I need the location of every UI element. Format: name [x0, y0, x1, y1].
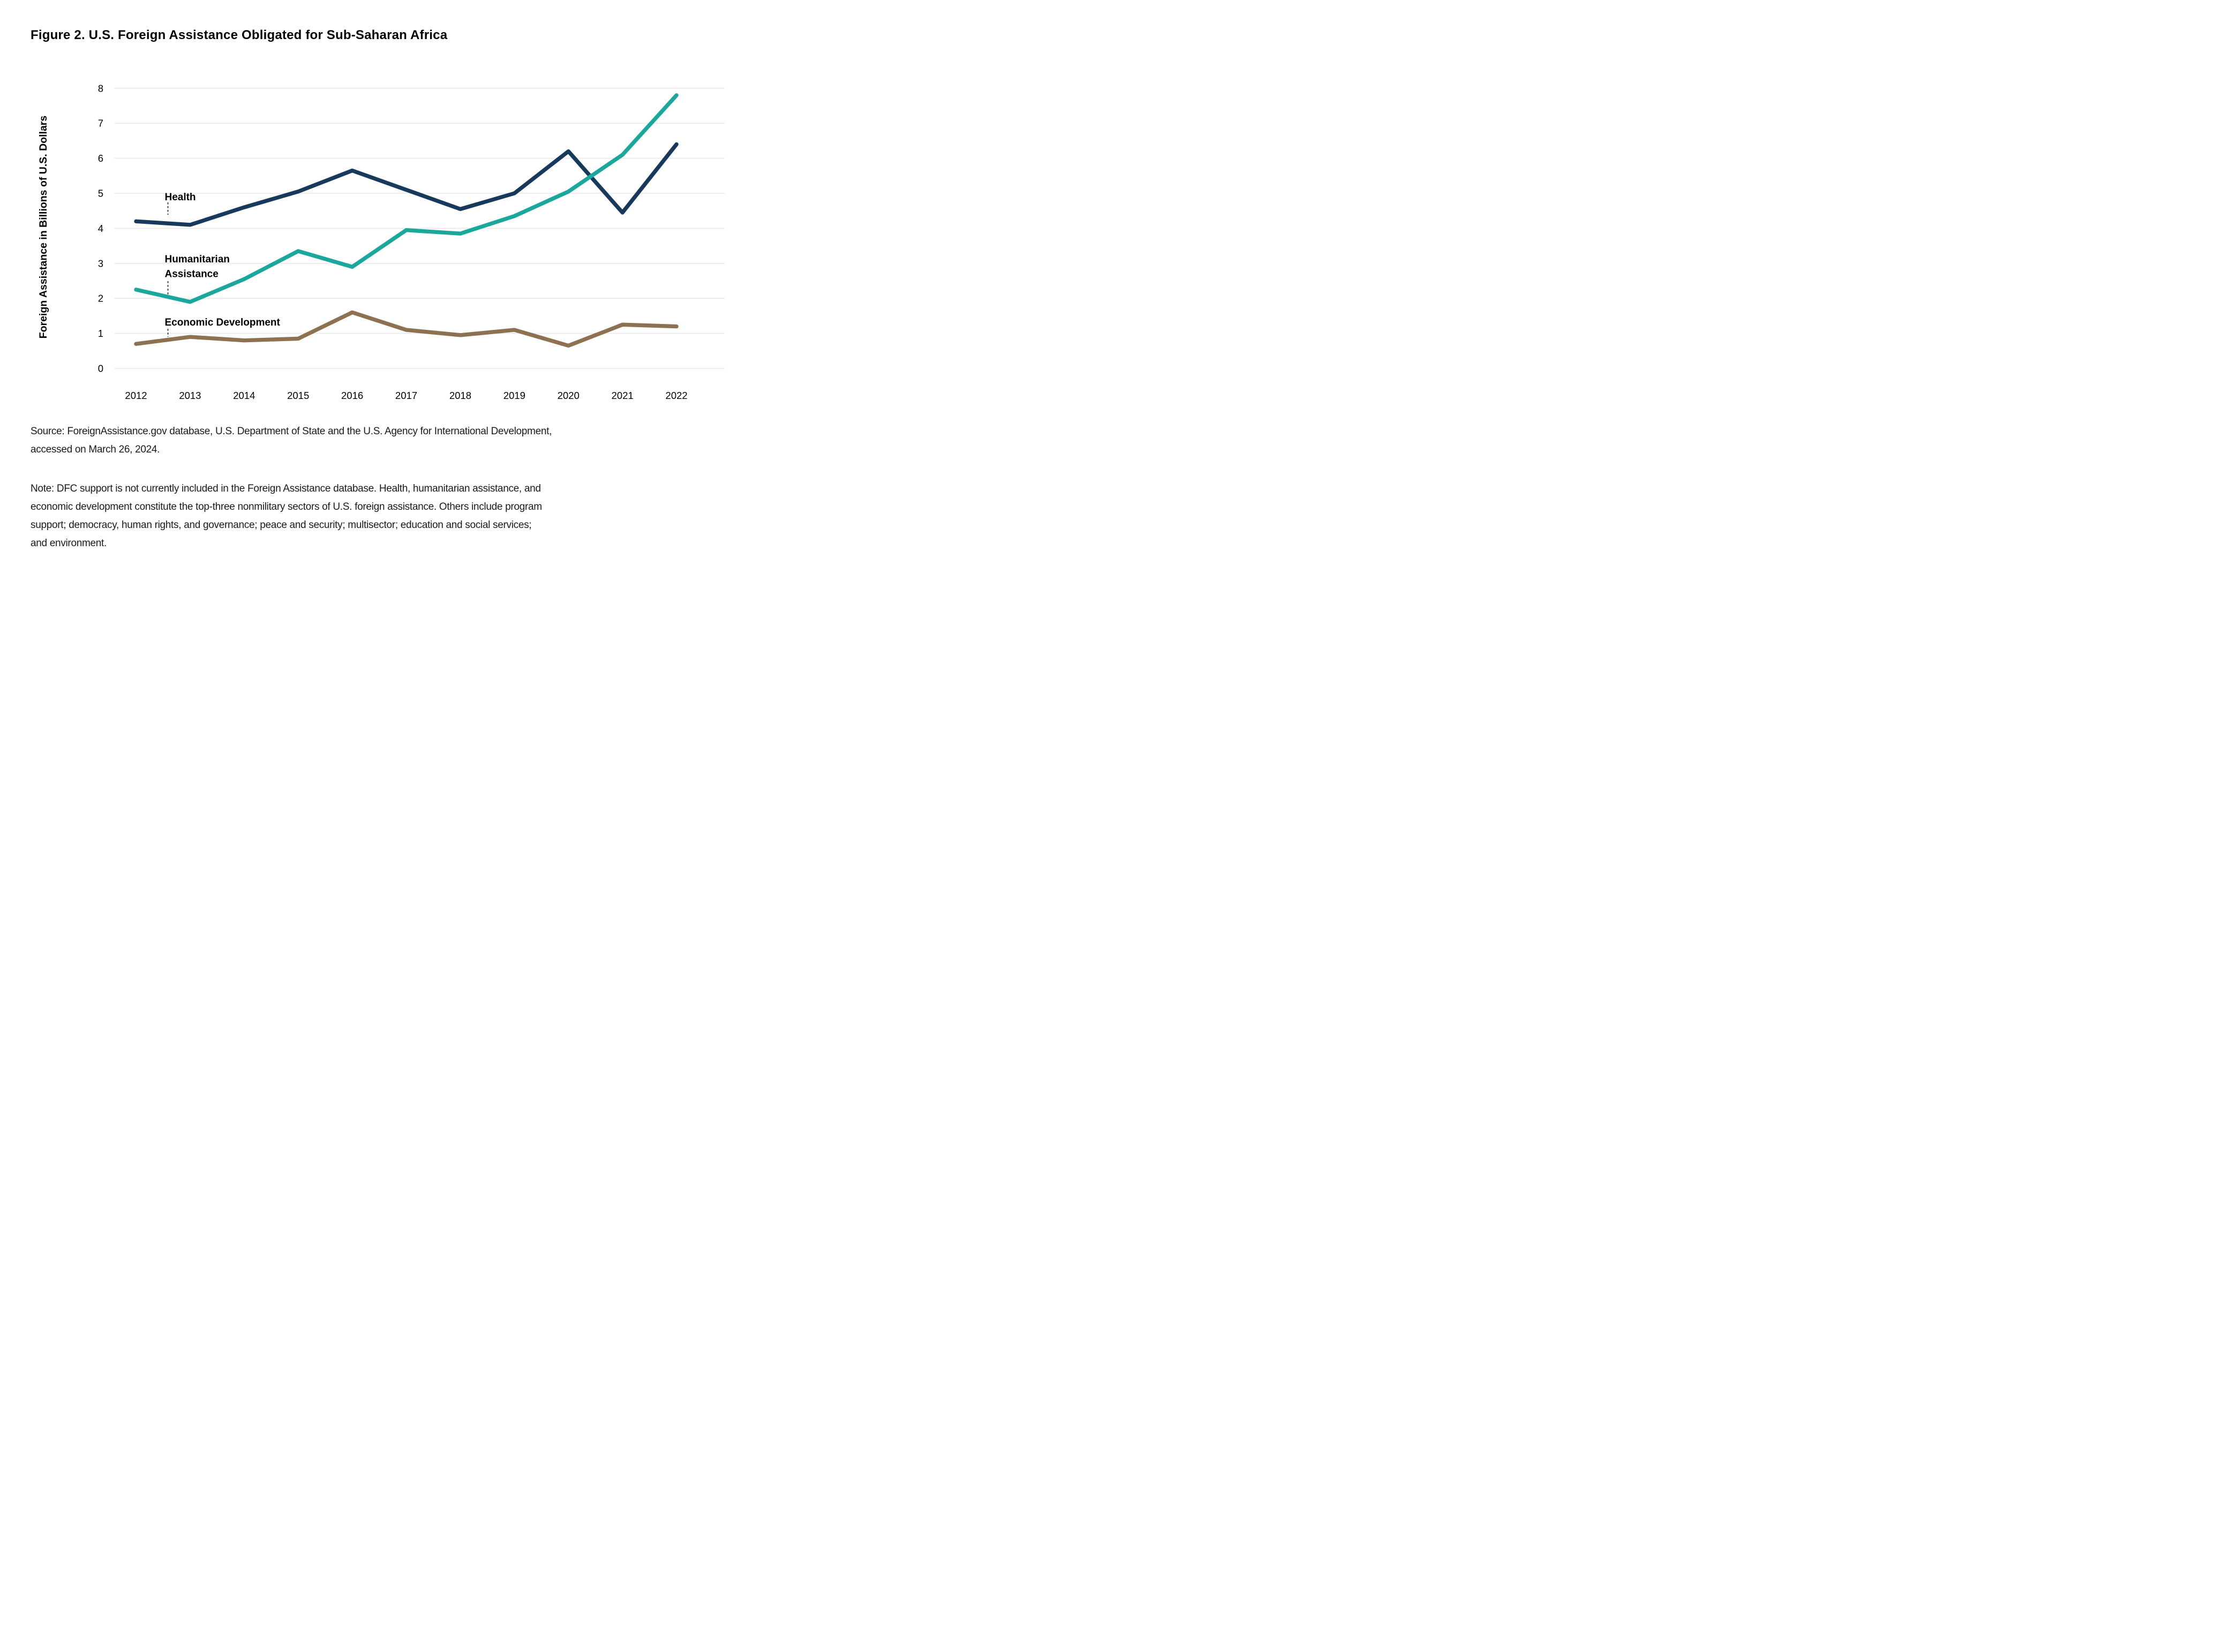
y-tick-label-5: 5 [98, 188, 103, 199]
source-text: Source: ForeignAssistance.gov database, … [31, 423, 552, 459]
x-tick-label-2018: 2018 [449, 390, 471, 401]
y-tick-label-4: 4 [98, 223, 103, 234]
y-tick-label-2: 2 [98, 293, 103, 304]
note-line-2: economic development constitute the top-… [31, 501, 542, 512]
source-line-2: accessed on March 26, 2024. [31, 444, 160, 455]
note-line-1: Note: DFC support is not currently inclu… [31, 483, 541, 494]
economic-development-line [134, 310, 679, 348]
x-tick-label-2016: 2016 [341, 390, 363, 401]
annotation-humanitarian-assistance-label-2: Assistance [164, 268, 218, 280]
note-line-3: support; democracy, human rights, and go… [31, 519, 532, 531]
x-tick-label-2015: 2015 [287, 390, 309, 401]
source-line-1: Source: ForeignAssistance.gov database, … [31, 426, 552, 437]
y-tick-label-1: 1 [98, 328, 103, 339]
health-line [134, 142, 679, 227]
y-tick-label-3: 3 [98, 258, 103, 269]
note-text: Note: DFC support is not currently inclu… [31, 480, 542, 550]
y-tick-label-8: 8 [98, 82, 103, 94]
x-tick-label-2019: 2019 [503, 390, 525, 401]
x-tick-label-2017: 2017 [395, 390, 417, 401]
annotation-humanitarian-assistance-label-1: Humanitarian [164, 254, 229, 265]
note-line-4: and environment. [31, 538, 107, 549]
figure: Figure 2. U.S. Foreign Assistance Obliga… [0, 0, 744, 550]
humanitarian-assistance-line [134, 93, 679, 304]
x-tick-label-2013: 2013 [179, 390, 201, 401]
annotation-health-label: Health [164, 192, 196, 203]
y-tick-label-0: 0 [98, 363, 103, 374]
annotation-economic-development-label: Economic Development [164, 317, 280, 328]
x-tick-label-2021: 2021 [612, 390, 634, 401]
line-chart: 0 1 2 3 4 5 6 7 8 2012 2013 2014 2015 2016 2017 2018 201… [37, 82, 725, 401]
y-tick-label-6: 6 [98, 153, 103, 164]
x-tick-label-2014: 2014 [233, 390, 255, 401]
x-tick-label-2022: 2022 [665, 390, 687, 401]
figure-title: Figure 2. U.S. Foreign Assistance Obliga… [31, 28, 448, 42]
y-axis-title: Foreign Assistance in Billions of U.S. D… [37, 116, 49, 339]
x-tick-label-2020: 2020 [558, 390, 580, 401]
y-tick-label-7: 7 [98, 118, 103, 129]
x-tick-label-2012: 2012 [125, 390, 147, 401]
